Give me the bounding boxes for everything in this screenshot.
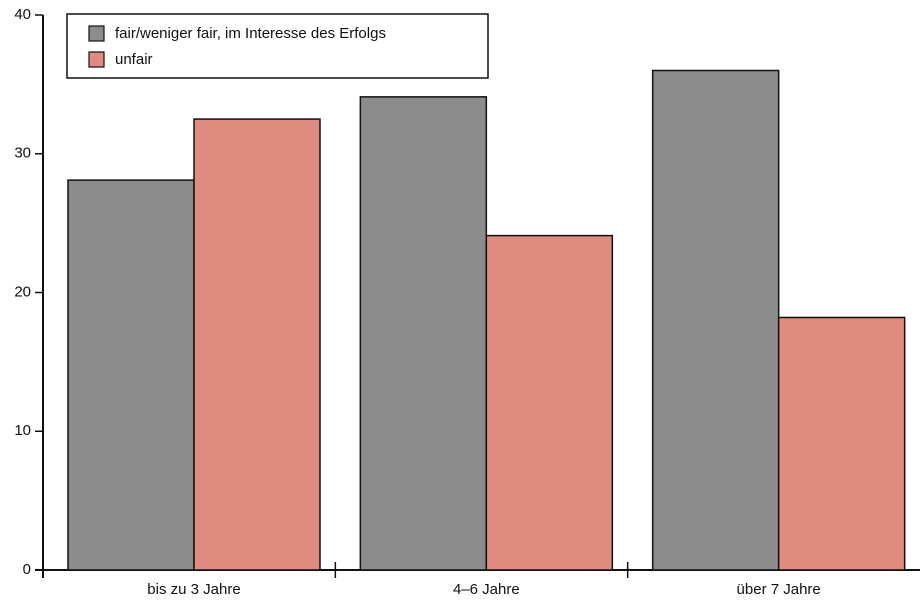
y-tick-label: 40 (14, 6, 31, 23)
y-tick-label: 20 (14, 283, 31, 300)
y-tick-label: 0 (23, 561, 31, 578)
x-tick-label: bis zu 3 Jahre (147, 581, 240, 598)
bar (485, 234, 614, 571)
bar (359, 96, 488, 571)
y-tick-label: 10 (14, 422, 31, 439)
legend-label: fair/weniger fair, im Interesse des Erfo… (115, 25, 386, 42)
bar (193, 118, 321, 571)
x-tick-label: über 7 Jahre (737, 581, 821, 598)
bar (777, 316, 906, 571)
x-tick-label: 4–6 Jahre (453, 581, 520, 598)
y-tick-label: 30 (14, 145, 31, 162)
legend-swatch (88, 51, 105, 68)
legend-label: unfair (115, 51, 153, 68)
bar (651, 69, 780, 571)
legend-swatch (88, 25, 105, 42)
bar (67, 179, 195, 571)
legend-box (66, 13, 489, 79)
